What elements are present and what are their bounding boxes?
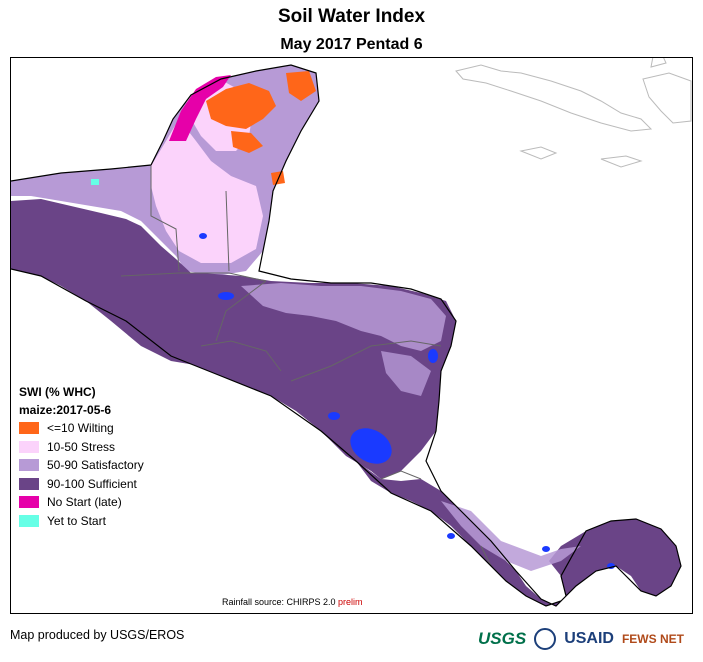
caribbean-islands	[455, 58, 692, 168]
legend-item-wilting: <=10 Wilting	[19, 419, 144, 438]
legend-swatch-satisfactory	[19, 459, 39, 472]
region-nicaragua-satisfactory	[381, 351, 431, 396]
legend-item-satisfactory: 50-90 Satisfactory	[19, 456, 144, 475]
lake-izabal	[218, 292, 234, 300]
lake-managua	[328, 412, 340, 420]
region-panama-sufficient	[356, 461, 681, 606]
legend-label-wilting: <=10 Wilting	[47, 421, 114, 436]
region-wilting-3	[231, 131, 263, 153]
legend-label-no-start: No Start (late)	[47, 495, 122, 510]
legend-swatch-no-start	[19, 496, 39, 509]
border-costa-rica-panama	[480, 545, 492, 567]
region-wilting-2	[286, 71, 316, 101]
legend-label-sufficient: 90-100 Sufficient	[47, 476, 137, 491]
country-borders	[120, 166, 492, 567]
border-guatemala-north	[120, 272, 267, 282]
region-stress	[151, 119, 263, 263]
legend-label-satisfactory: 50-90 Satisfactory	[47, 458, 144, 473]
map-frame	[10, 57, 693, 614]
usaid-logo: USAID	[564, 630, 614, 647]
usgs-logo: USGS	[478, 629, 527, 648]
legend-item-stress: 10-50 Stress	[19, 438, 144, 457]
legend-header-crop: maize:2017-05-6	[19, 403, 112, 417]
legend-item-sufficient: 90-100 Sufficient	[19, 475, 144, 494]
lake-panama-2	[542, 546, 550, 552]
coastline	[11, 64, 682, 607]
usaid-seal-icon	[534, 628, 557, 650]
rainfall-source-label: Rainfall source: CHIRPS 2.0	[222, 597, 339, 607]
legend-header-units: SWI (% WHC)	[19, 385, 96, 399]
border-el-salvador	[200, 340, 282, 372]
fews-net-logo: FEWS NET	[621, 632, 684, 646]
region-honduras-satisfactory	[241, 283, 446, 351]
region-wilting-1	[206, 83, 276, 129]
map-canvas	[11, 58, 692, 607]
legend-label-stress: 10-50 Stress	[47, 439, 116, 454]
border-honduras-nicaragua	[290, 340, 442, 382]
lake-nicaragua	[350, 428, 392, 464]
region-panama-satisfactory	[441, 501, 581, 571]
legend-swatch-sufficient	[19, 477, 39, 490]
border-guatemala-belize	[225, 190, 230, 272]
region-yet-to-start	[91, 179, 99, 185]
lake-peten	[199, 233, 207, 239]
legend-item-yet-to-start: Yet to Start	[19, 512, 144, 531]
map-credit: Map produced by USGS/EROS	[10, 628, 185, 642]
legend: SWI (% WHC) maize:2017-05-6 <=10 Wilting…	[19, 383, 144, 530]
region-no-start	[169, 75, 231, 141]
legend-item-no-start: No Start (late)	[19, 493, 144, 512]
lake-panama-1	[447, 533, 455, 539]
border-mexico-guatemala	[150, 166, 180, 272]
legend-swatch-yet-to-start	[19, 514, 39, 527]
rainfall-source-prelim: prelim	[338, 597, 363, 607]
rainfall-source: Rainfall source: CHIRPS 2.0 prelim	[222, 597, 363, 607]
agency-logos: USGS USAID FEWS NET	[478, 622, 684, 656]
legend-swatch-stress	[19, 440, 39, 453]
legend-swatch-wilting	[19, 422, 39, 435]
border-nicaragua-costa-rica	[380, 470, 422, 480]
water-bodies	[199, 233, 615, 569]
map-subtitle: May 2017 Pentad 6	[280, 36, 423, 53]
border-guatemala-honduras	[215, 280, 267, 342]
map-title: Soil Water Index	[277, 6, 426, 27]
legend-label-yet-to-start: Yet to Start	[47, 513, 106, 528]
lagoon-caratasca	[428, 349, 438, 363]
